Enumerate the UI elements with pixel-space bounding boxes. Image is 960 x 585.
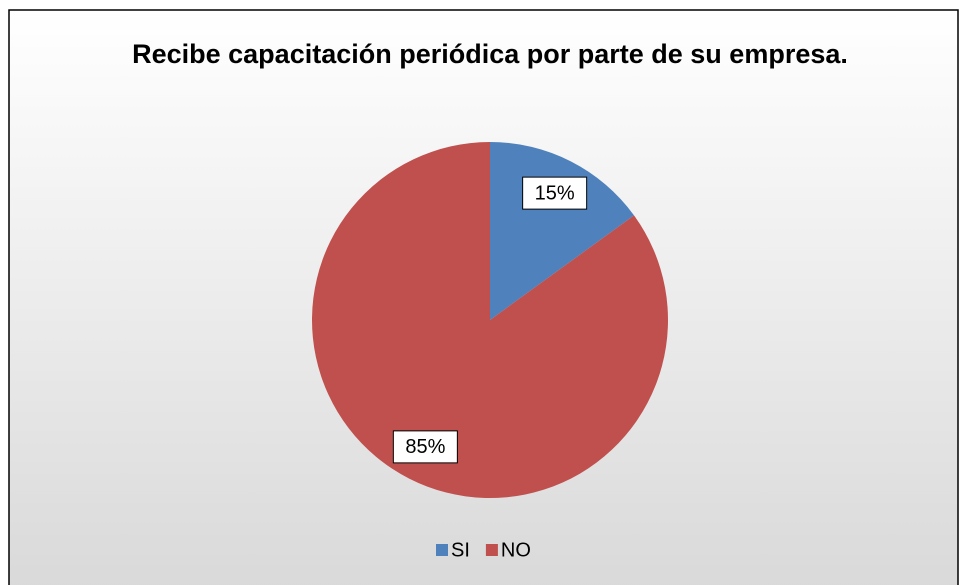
data-label-box — [522, 176, 588, 210]
chart-title: Recibe capacitación periódica por parte … — [132, 39, 848, 69]
legend-swatch — [436, 544, 448, 556]
legend-label: NO — [501, 539, 531, 561]
data-label: 15% — [535, 182, 575, 204]
legend-label: SI — [451, 539, 470, 561]
pie-slice — [312, 142, 669, 498]
data-label-box — [392, 430, 458, 464]
data-label: 85% — [405, 436, 445, 458]
legend-swatch — [485, 544, 498, 556]
